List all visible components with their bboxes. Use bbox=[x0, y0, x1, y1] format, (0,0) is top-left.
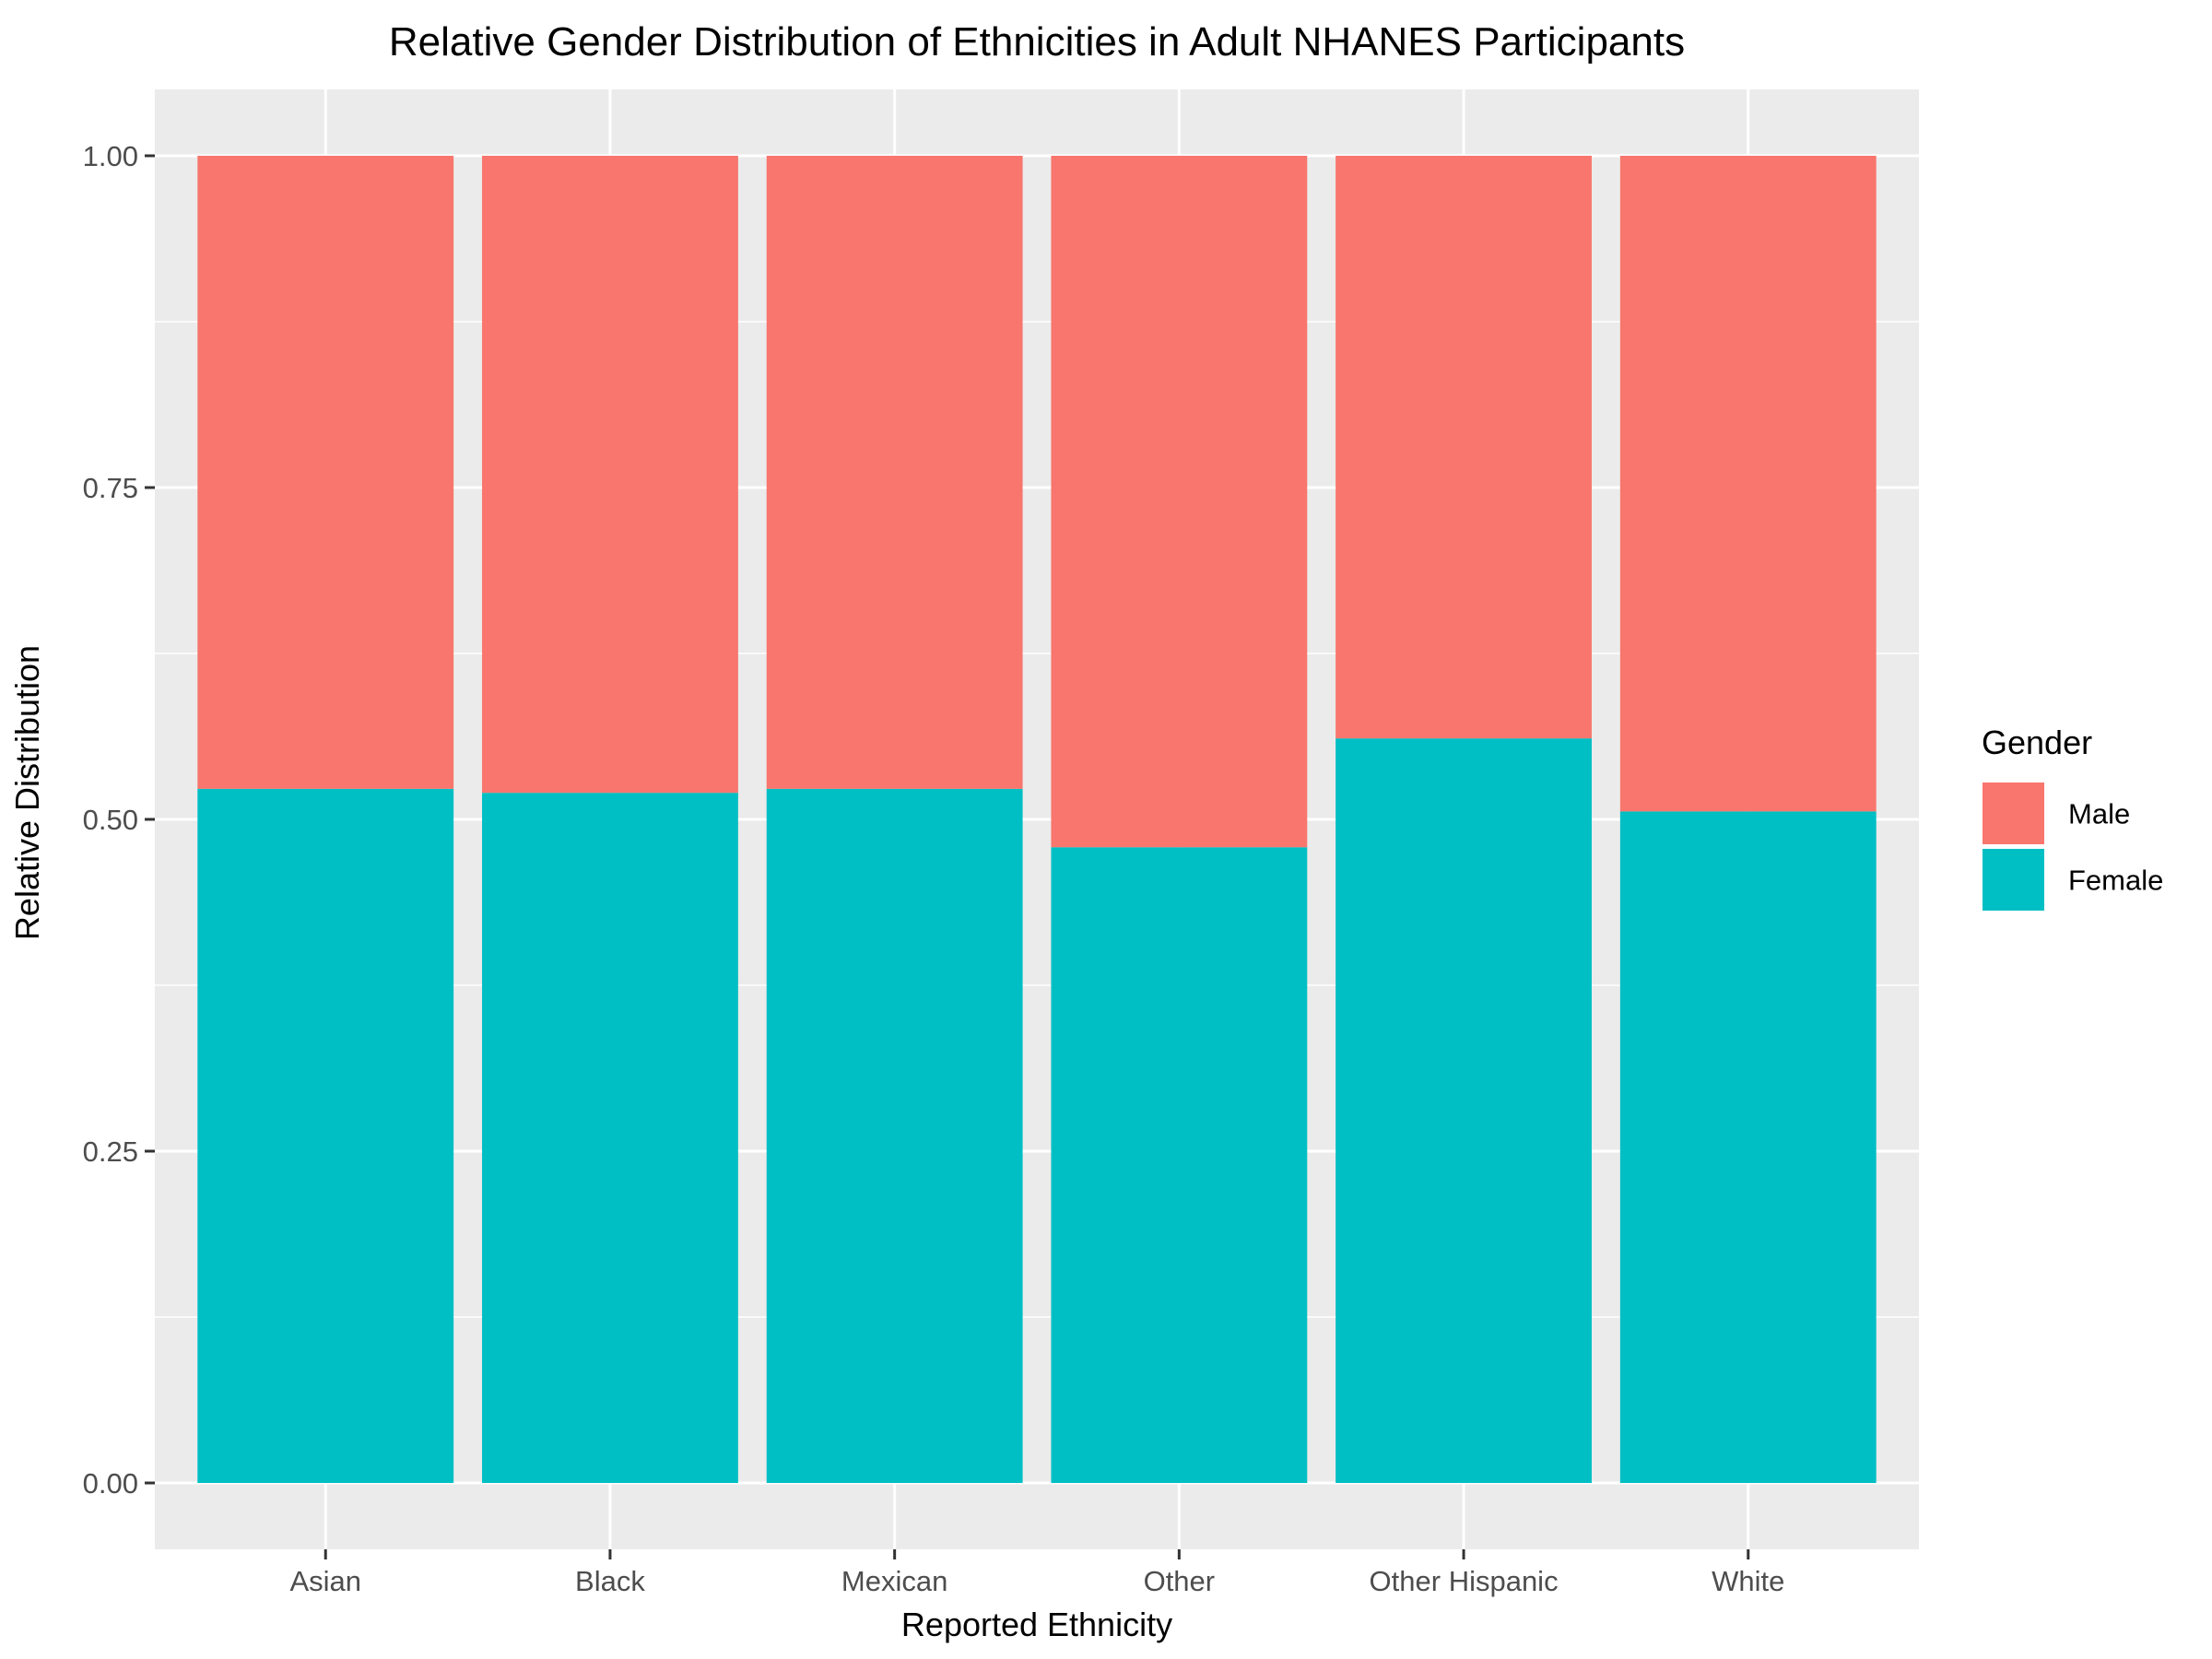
legend-title: Gender bbox=[1982, 724, 2092, 761]
bar-black-male bbox=[482, 156, 738, 794]
x-axis-title: Reported Ethnicity bbox=[901, 1606, 1172, 1643]
y-axis: 0.00 0.25 0.50 0.75 1.00 bbox=[83, 140, 155, 1500]
y-tick-label: 0.00 bbox=[83, 1467, 138, 1500]
x-tick-label: Mexican bbox=[841, 1565, 947, 1597]
bar-white-male bbox=[1619, 156, 1877, 812]
bar-asian-female bbox=[197, 788, 454, 1483]
x-tick-label: White bbox=[1712, 1565, 1784, 1597]
legend-key-male bbox=[1981, 781, 2046, 846]
y-axis-title: Relative Distribution bbox=[8, 645, 46, 940]
bar-asian-male bbox=[197, 156, 454, 789]
legend-key-female bbox=[1981, 847, 2046, 912]
bar-other-hispanic-male bbox=[1335, 156, 1592, 739]
legend: Gender Male Female bbox=[1981, 724, 2163, 912]
bar-mexican-male bbox=[766, 156, 1023, 789]
legend-label-female: Female bbox=[2068, 865, 2163, 897]
bar-other-hispanic-female bbox=[1335, 738, 1592, 1483]
bars bbox=[197, 156, 1877, 1483]
x-tick-label: Other bbox=[1144, 1565, 1216, 1597]
x-tick-label: Other Hispanic bbox=[1370, 1565, 1559, 1597]
legend-label-male: Male bbox=[2068, 798, 2130, 830]
x-tick-label: Asian bbox=[289, 1565, 361, 1597]
x-axis: Asian Black Mexican Other Other Hispanic Whit… bbox=[289, 1549, 1784, 1597]
y-tick-label: 0.75 bbox=[83, 472, 138, 504]
y-tick-label: 1.00 bbox=[83, 140, 138, 172]
bar-black-female bbox=[482, 793, 738, 1483]
bar-other-female bbox=[1051, 847, 1308, 1483]
chart-title: Relative Gender Distribution of Ethnicit… bbox=[389, 19, 1685, 65]
bar-mexican-female bbox=[766, 788, 1023, 1483]
y-tick-label: 0.25 bbox=[83, 1135, 138, 1168]
x-tick-label: Black bbox=[575, 1565, 645, 1597]
y-tick-label: 0.50 bbox=[83, 804, 138, 836]
bar-white-female bbox=[1619, 811, 1877, 1483]
bar-other-male bbox=[1051, 156, 1308, 848]
